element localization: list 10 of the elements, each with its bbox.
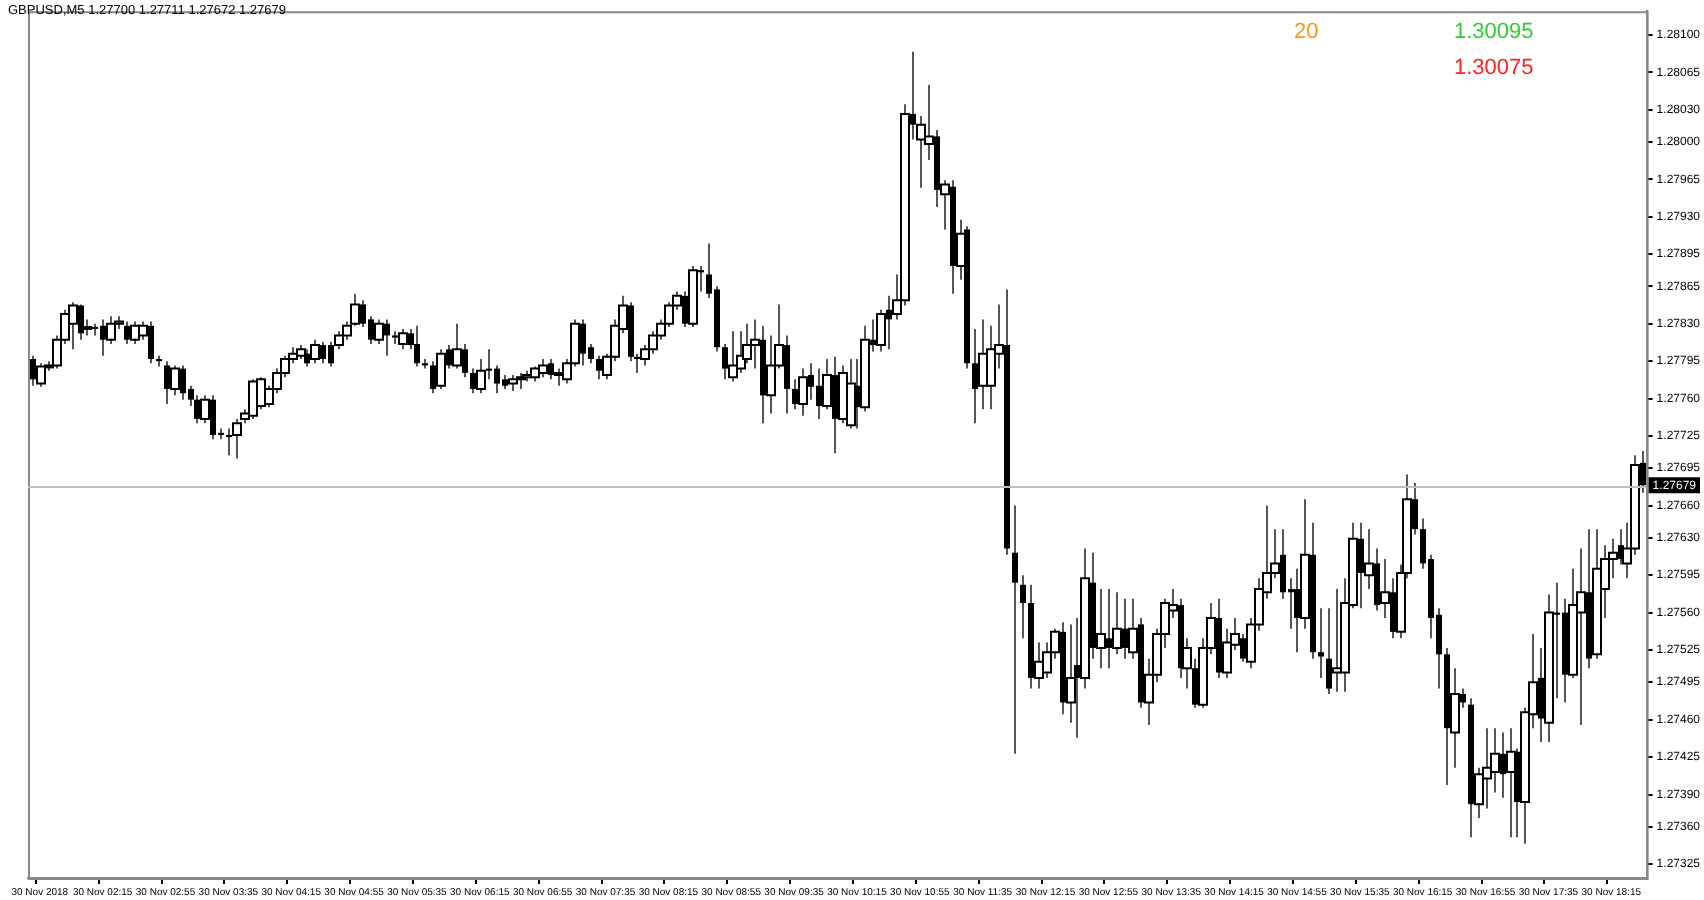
annotation: 1.30095 (1454, 20, 1534, 44)
candlestick (68, 301, 78, 351)
candlestick (846, 357, 856, 430)
candlestick (36, 362, 46, 388)
candlestick (256, 376, 266, 411)
candlestick (798, 367, 808, 417)
annotation: 1.30075 (1454, 56, 1534, 80)
annotation: 20 (1294, 20, 1319, 44)
candlestick (248, 378, 258, 420)
candlestick (436, 348, 446, 390)
